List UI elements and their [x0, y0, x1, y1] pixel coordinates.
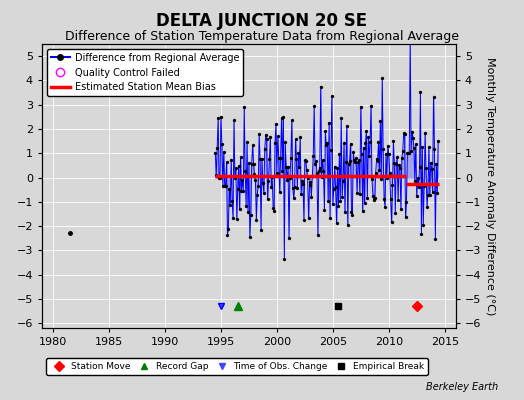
Y-axis label: Monthly Temperature Anomaly Difference (°C): Monthly Temperature Anomaly Difference (… [485, 57, 495, 315]
Text: Difference of Station Temperature Data from Regional Average: Difference of Station Temperature Data f… [65, 30, 459, 43]
Text: DELTA JUNCTION 20 SE: DELTA JUNCTION 20 SE [157, 12, 367, 30]
Legend: Station Move, Record Gap, Time of Obs. Change, Empirical Break: Station Move, Record Gap, Time of Obs. C… [47, 358, 428, 375]
Text: Berkeley Earth: Berkeley Earth [425, 382, 498, 392]
